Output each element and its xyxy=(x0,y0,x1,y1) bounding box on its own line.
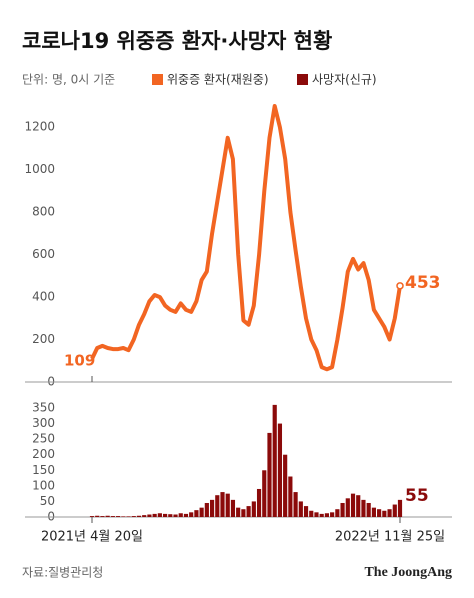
bar xyxy=(236,507,241,517)
bar xyxy=(100,516,105,517)
y-tick-label: 200 xyxy=(32,447,55,461)
bar xyxy=(345,498,350,517)
y-tick-label: 150 xyxy=(32,463,55,477)
y-tick-label: 50 xyxy=(40,494,55,508)
bar xyxy=(209,499,215,517)
bar xyxy=(303,506,309,517)
value-label: 453 xyxy=(405,273,441,293)
bar xyxy=(340,502,345,517)
bar xyxy=(241,509,246,517)
bar xyxy=(152,513,157,517)
bar xyxy=(110,516,115,517)
bar xyxy=(168,514,173,517)
y-tick-label: 300 xyxy=(32,416,55,430)
bar xyxy=(220,492,225,517)
legend-label: 위중증 환자(재원중) xyxy=(167,73,269,87)
bar xyxy=(371,507,376,517)
legend-swatch xyxy=(297,74,308,85)
x-tick-label: 2021년 4월 20일 xyxy=(41,530,143,545)
bar xyxy=(330,512,335,517)
bar xyxy=(298,501,303,517)
bar xyxy=(314,512,319,517)
bar xyxy=(356,495,361,517)
source: 자료:질병관리청 xyxy=(22,566,103,580)
line xyxy=(90,104,402,372)
bar xyxy=(121,516,126,517)
bar xyxy=(392,504,397,517)
y-tick-label: 1000 xyxy=(24,162,55,176)
bar xyxy=(116,516,121,517)
bar xyxy=(105,515,110,517)
bar xyxy=(173,514,178,517)
bar xyxy=(126,516,131,517)
bar xyxy=(225,493,230,517)
bar xyxy=(142,515,147,517)
x-tick-label: 2022년 11월 25일 xyxy=(335,530,445,545)
y-tick-label: 100 xyxy=(32,478,55,492)
value-label: 55 xyxy=(405,486,429,506)
y-tick-label: 350 xyxy=(32,401,55,415)
bar xyxy=(199,507,204,517)
bar xyxy=(89,516,95,517)
y-tick-label: 400 xyxy=(32,290,55,304)
bar xyxy=(397,499,403,517)
bar xyxy=(262,470,267,517)
bar xyxy=(324,513,330,517)
y-tick-label: 200 xyxy=(32,332,55,346)
bar xyxy=(309,510,314,517)
bar xyxy=(377,509,382,517)
bar xyxy=(267,432,272,517)
bar xyxy=(277,423,283,517)
bar xyxy=(178,513,183,517)
bar xyxy=(361,499,366,517)
bar xyxy=(335,509,340,517)
bar xyxy=(387,509,392,517)
bar xyxy=(251,501,256,517)
bar xyxy=(131,516,136,517)
bar xyxy=(272,404,277,517)
bar xyxy=(246,506,251,517)
bar xyxy=(366,502,371,517)
bar xyxy=(350,493,356,517)
bar xyxy=(230,499,236,517)
y-tick-label: 1200 xyxy=(24,120,55,134)
y-tick-label: 250 xyxy=(32,432,55,446)
bar xyxy=(283,454,288,517)
y-tick-label: 600 xyxy=(32,247,55,261)
end-marker xyxy=(396,282,404,290)
bar xyxy=(194,510,199,517)
bar xyxy=(157,513,162,517)
bar xyxy=(319,513,324,517)
bar xyxy=(183,513,189,517)
bar xyxy=(189,512,194,517)
bar xyxy=(95,515,100,517)
bar xyxy=(288,476,293,517)
legend-swatch xyxy=(152,74,163,85)
bar xyxy=(382,510,387,517)
value-label: 109 xyxy=(64,351,95,369)
bar xyxy=(136,515,142,517)
chart-title: 코로나19 위중증 환자·사망자 현황 xyxy=(22,29,332,53)
y-tick-label: 800 xyxy=(32,205,55,219)
bar xyxy=(147,514,152,517)
bar xyxy=(215,495,220,517)
brand: The JoongAng xyxy=(364,565,452,580)
bar xyxy=(162,513,168,517)
legend-label: 사망자(신규) xyxy=(312,73,377,87)
chart-subtitle: 단위: 명, 0시 기준 xyxy=(22,73,115,87)
bar xyxy=(256,488,262,517)
bar xyxy=(204,502,209,517)
bar xyxy=(293,492,298,517)
